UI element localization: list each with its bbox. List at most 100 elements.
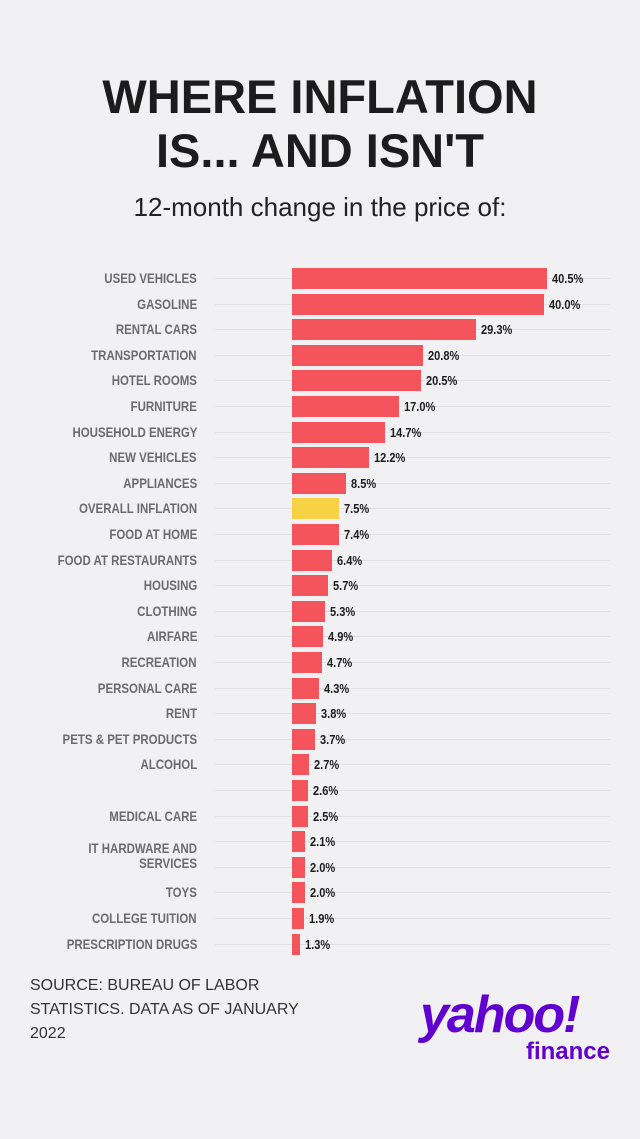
category-label: HOUSEHOLD ENERGY [71, 423, 197, 440]
bar [292, 524, 339, 545]
bar [292, 319, 477, 341]
value-label: 2.0% [309, 859, 335, 875]
category-label: RECREATION [121, 654, 197, 670]
value-label: 2.5% [312, 808, 338, 824]
gridline [215, 687, 610, 689]
bar [292, 703, 316, 725]
bar-highlight [292, 498, 340, 520]
bar [292, 652, 322, 673]
value-label: 1.3% [305, 936, 331, 952]
value-label: 5.3% [330, 603, 356, 619]
category-label: ALCOHOL [140, 756, 197, 773]
category-label: AIRFARE [146, 628, 197, 645]
bar [292, 370, 422, 392]
gridline [215, 482, 610, 484]
gridline [215, 738, 610, 740]
gridline [215, 534, 610, 535]
value-label: 14.7% [389, 424, 421, 440]
gridline [215, 636, 610, 638]
gridline [215, 713, 610, 715]
category-label: CLOTHING [137, 602, 197, 619]
category-label: FOOD AT HOME [108, 526, 197, 542]
category-label: HOUSING [143, 577, 197, 594]
gridline [215, 764, 610, 766]
gridline [215, 892, 610, 894]
bar [292, 728, 316, 750]
title-line-2: IS... AND ISN'T [155, 124, 484, 177]
gridline [215, 610, 610, 612]
bar [292, 780, 309, 801]
gridline [215, 815, 610, 817]
value-label: 12.2% [373, 450, 406, 466]
bar [292, 421, 385, 443]
bar [292, 268, 547, 289]
bar [292, 396, 400, 417]
logo-product: finance [525, 1038, 610, 1065]
gridline [215, 943, 610, 945]
value-label: 3.7% [320, 731, 346, 747]
category-label: USED VEHICLES [104, 270, 197, 286]
bar [292, 472, 346, 494]
bar [292, 882, 305, 904]
bar [292, 831, 306, 853]
category-label: TOYS [165, 884, 197, 901]
logo-brand: yahoo! [420, 986, 580, 1044]
value-label: 2.1% [310, 834, 336, 850]
category-label: MEDICAL CARE [109, 807, 197, 824]
gridline [215, 406, 610, 407]
value-label: 40.5% [552, 271, 584, 286]
value-label: 6.4% [337, 552, 363, 568]
category-label: PETS & PET PRODUCTS [62, 730, 197, 747]
value-label: 20.5% [426, 373, 458, 389]
bar [292, 856, 305, 878]
bar [292, 575, 328, 597]
gridline [215, 790, 610, 791]
value-label: 1.9% [308, 911, 335, 926]
category-label: RENT [165, 705, 197, 722]
title-line-1: WHERE INFLATION [102, 70, 538, 123]
value-label: 17.0% [404, 399, 436, 414]
category-label: NEW VEHICLES [109, 449, 197, 466]
category-label: HOTEL ROOMS [111, 372, 197, 389]
bar [292, 805, 308, 827]
category-label: PRESCRIPTION DRUGS [66, 935, 197, 952]
value-label: 2.6% [313, 783, 339, 798]
value-label: 7.4% [343, 527, 369, 542]
value-label: 40.0% [548, 296, 581, 312]
gridline [215, 559, 610, 561]
value-label: 20.8% [427, 347, 460, 363]
category-label: COLLEGE TUITION [92, 910, 197, 926]
value-label: 29.3% [481, 322, 513, 338]
value-label: 8.5% [350, 475, 376, 491]
value-label: 4.9% [327, 629, 354, 645]
value-label: 2.0% [309, 885, 335, 901]
value-label: 5.7% [332, 578, 359, 594]
value-label: 3.8% [320, 706, 347, 722]
gridline [215, 918, 610, 919]
value-label: 4.7% [326, 655, 352, 670]
value-label: 2.7% [314, 757, 340, 773]
gridline [215, 866, 610, 868]
gridline [215, 457, 610, 459]
value-label: 4.3% [324, 680, 350, 696]
category-label: TRANSPORTATION [91, 346, 197, 363]
category-label: FOOD AT RESTAURANTS [57, 551, 197, 568]
bar [292, 677, 320, 699]
bar [292, 626, 323, 648]
gridline [215, 662, 610, 663]
bar [292, 933, 301, 955]
gridline [215, 431, 610, 433]
gridline [215, 508, 610, 510]
yahoo-finance-logo: yahoo! finance [420, 986, 610, 1065]
bar [292, 447, 369, 469]
gridline [215, 841, 610, 843]
bar [292, 600, 326, 622]
subtitle: 12-month change in the price of: [133, 192, 507, 222]
category-label: RENTAL CARS [115, 321, 197, 338]
bar [292, 344, 423, 366]
bar [292, 908, 304, 929]
category-label: PERSONAL CARE [97, 679, 197, 696]
source-note: SOURCE: BUREAU OF LABOR STATISTICS. DATA… [30, 977, 299, 1042]
category-label: GASOLINE [137, 295, 197, 312]
